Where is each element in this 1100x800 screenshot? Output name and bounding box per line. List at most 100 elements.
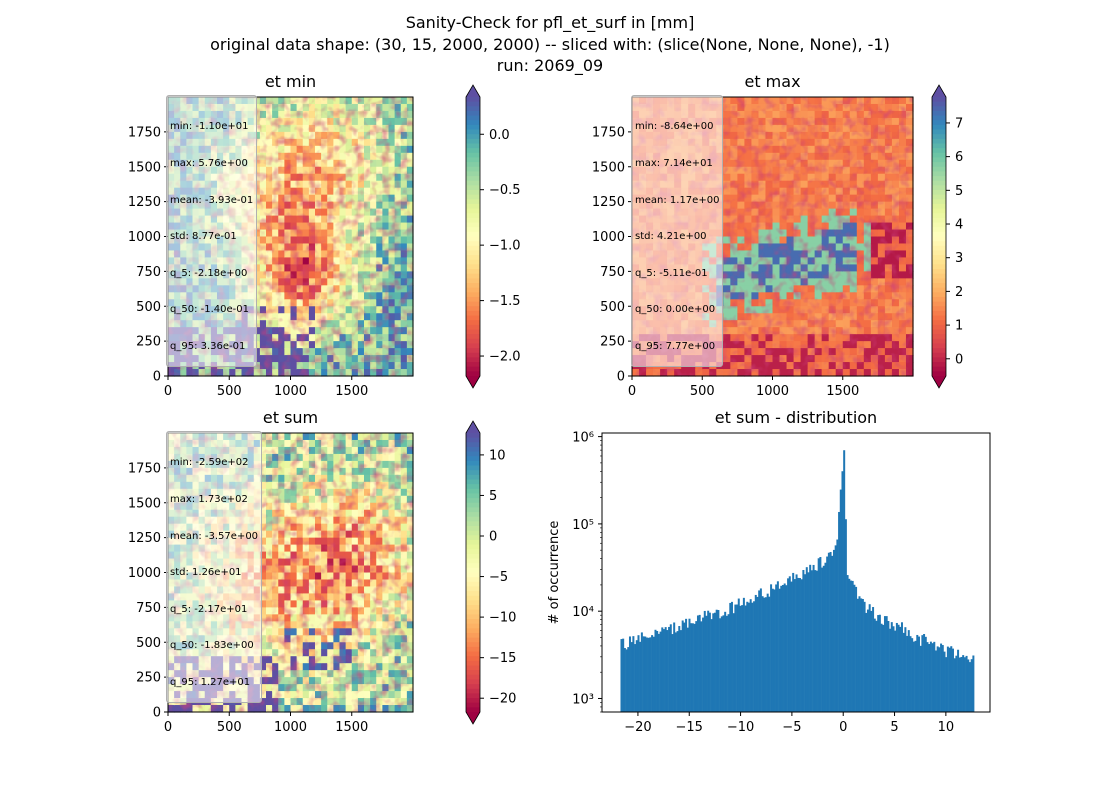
colorbar-segment xyxy=(466,143,480,149)
colorbar-tick-label: −1.5 xyxy=(489,294,521,309)
colorbar-segment xyxy=(932,162,946,168)
colorbar-segment xyxy=(932,106,946,112)
colorbar-segment xyxy=(466,110,480,117)
colorbar-segment xyxy=(932,222,946,228)
colorbar-segment xyxy=(932,171,946,177)
colorbar-extend-min xyxy=(466,376,480,388)
colorbar-segment xyxy=(932,310,946,317)
y-tick-label: 500 xyxy=(136,300,161,315)
colorbar-segment xyxy=(932,115,946,121)
colorbar-segment xyxy=(466,269,480,275)
colorbar-segment xyxy=(932,143,946,149)
colorbar-segment xyxy=(466,185,480,191)
colorbar-segment xyxy=(466,190,480,196)
colorbar-segment xyxy=(466,120,480,126)
colorbar-extend-min xyxy=(932,376,946,388)
colorbar-segment xyxy=(466,208,480,214)
colorbar-segment xyxy=(466,334,480,340)
y-tick-label: 1250 xyxy=(592,195,625,210)
colorbar-tick-label: 2 xyxy=(955,285,963,300)
colorbar-segment xyxy=(466,283,480,289)
y-tick-label: 1750 xyxy=(128,125,161,140)
colorbar-segment xyxy=(932,199,946,205)
colorbar-segment xyxy=(466,106,480,112)
colorbar-tick-label: 0 xyxy=(955,352,963,367)
colorbar-segment xyxy=(932,338,946,345)
y-tick-label: 500 xyxy=(600,300,625,315)
x-tick-label: 500 xyxy=(217,384,242,399)
colorbar-segment xyxy=(932,166,946,172)
y-tick-label: 1500 xyxy=(592,160,625,175)
colorbar-segment xyxy=(466,148,480,154)
colorbar-segment xyxy=(466,134,480,140)
colorbar-segment xyxy=(466,352,480,358)
colorbar-segment xyxy=(466,264,480,270)
colorbar-segment xyxy=(466,222,480,228)
colorbar-segment xyxy=(466,180,480,186)
colorbar-segment xyxy=(932,334,946,340)
colorbar-tick-label: 4 xyxy=(955,218,963,233)
x-tick-label: 500 xyxy=(690,384,715,399)
colorbar-segment xyxy=(932,190,946,196)
colorbar-segment xyxy=(932,250,946,256)
colorbar-tick-label: 7 xyxy=(955,116,963,131)
colorbar-segment xyxy=(466,152,480,159)
colorbar-segment xyxy=(932,301,946,307)
colorbar-segment xyxy=(932,180,946,186)
colorbar-segment xyxy=(932,227,946,233)
colorbar-segment xyxy=(466,259,480,265)
y-tick-label: 1500 xyxy=(128,160,161,175)
colorbar-segment xyxy=(932,348,946,354)
colorbar-segment xyxy=(932,208,946,214)
x-tick-label: 1500 xyxy=(826,384,859,399)
colorbar-segment xyxy=(466,213,480,219)
colorbar-segment xyxy=(466,101,480,107)
colorbar-segment xyxy=(932,134,946,140)
colorbar-segment xyxy=(932,273,946,279)
colorbar-tick-label: −0.5 xyxy=(489,183,521,198)
colorbar-segment xyxy=(466,166,480,172)
colorbar-segment xyxy=(466,338,480,345)
colorbar-segment xyxy=(466,115,480,121)
colorbar-segment xyxy=(932,278,946,284)
colorbar-segment xyxy=(466,227,480,233)
colorbar-segment xyxy=(932,306,946,312)
colorbar-segment xyxy=(932,148,946,154)
colorbar-segment xyxy=(466,315,480,321)
colorbar-segment xyxy=(466,124,480,131)
y-tick-label: 0 xyxy=(617,370,625,385)
x-tick-label: 0 xyxy=(628,384,636,399)
colorbar-tick-label: 3 xyxy=(955,251,963,266)
colorbar-segment xyxy=(932,245,946,252)
colorbar-segment xyxy=(466,231,480,238)
colorbar-segment xyxy=(466,245,480,252)
colorbar-segment xyxy=(932,185,946,191)
colorbar-segment xyxy=(932,371,946,377)
x-tick-label: 0 xyxy=(164,384,172,399)
colorbar-segment xyxy=(466,171,480,177)
colorbar-segment xyxy=(932,101,946,107)
colorbar-segment xyxy=(932,287,946,293)
colorbar-segment xyxy=(932,362,946,368)
colorbar-segment xyxy=(932,259,946,265)
y-tick-label: 1000 xyxy=(592,230,625,245)
colorbar-segment xyxy=(932,129,946,135)
colorbar-segment xyxy=(466,97,480,103)
colorbar-segment xyxy=(466,199,480,205)
colorbar-segment xyxy=(932,269,946,275)
colorbar-segment xyxy=(466,357,480,363)
colorbar-segment xyxy=(466,348,480,354)
colorbar-segment xyxy=(932,292,946,298)
y-tick-label: 750 xyxy=(136,265,161,280)
colorbar-segment xyxy=(466,310,480,317)
colorbar-segment xyxy=(932,176,946,182)
colorbar-segment xyxy=(932,203,946,210)
colorbar-outline xyxy=(931,84,947,389)
colorbar-segment xyxy=(466,236,480,242)
colorbar-segment xyxy=(466,296,480,303)
colorbar-extend-max xyxy=(466,85,480,97)
colorbar-segment xyxy=(932,236,946,242)
x-tick-label: 1500 xyxy=(335,384,368,399)
colorbar-segment xyxy=(932,152,946,159)
